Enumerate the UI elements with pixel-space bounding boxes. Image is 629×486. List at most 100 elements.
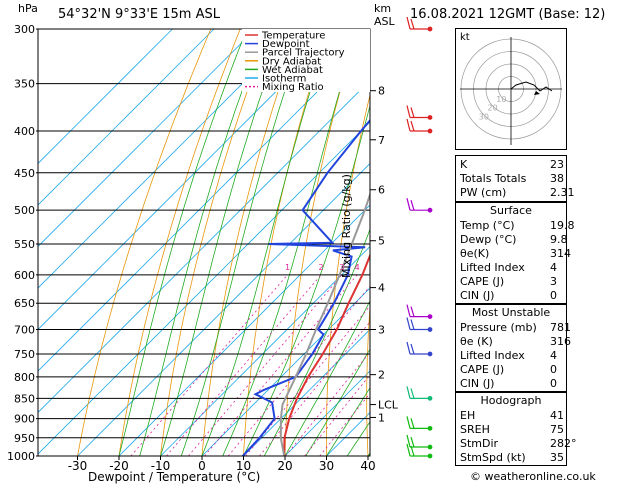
isotherm-line <box>160 245 370 456</box>
x-axis-title: Dewpoint / Temperature (°C) <box>88 470 261 484</box>
height-tick-label: 3 <box>378 324 385 337</box>
dry-adiabat-line <box>160 29 270 456</box>
isotherm-line <box>38 79 370 414</box>
pressure-tick-label: 550 <box>14 238 35 251</box>
surface-row: Temp (°C) 19.8 <box>460 219 575 232</box>
series-line-dewpoint <box>241 118 370 456</box>
legend-entry: Dry Adiabat <box>262 56 321 67</box>
legend-entry: Wet Adiabat <box>262 65 323 76</box>
pressure-tick-label: 400 <box>14 125 35 138</box>
isotherm-line <box>77 162 370 456</box>
most-unstable-title: Most Unstable <box>471 306 551 319</box>
mixing-ratio-line <box>319 392 370 456</box>
pressure-tick-label: 600 <box>14 269 35 282</box>
mixing-ratio-line <box>130 274 288 456</box>
mixing-ratio-line <box>227 285 370 456</box>
valid-datetime: 16.08.2021 12GMT (Base: 12) <box>410 7 606 22</box>
legend-entry: Dewpoint <box>262 39 310 50</box>
hpa-unit-label: hPa <box>18 2 38 15</box>
hodograph-unit-label: kt <box>460 32 470 43</box>
pressure-tick-label: 850 <box>14 392 35 405</box>
height-tick-label: 8 <box>378 85 385 98</box>
hodograph-panel: kt 10 20 30 <box>455 28 567 150</box>
station-location: 54°32'N 9°33'E 15m ASL <box>58 7 220 22</box>
hodograph-indices-panel: Hodograph EH 41 SREH 75 StmDir 282° StmSpd … <box>455 392 577 466</box>
hodograph-ring-label: 20 <box>488 104 498 113</box>
legend-entry: Isotherm <box>262 74 306 85</box>
surface-row: CAPE (J) 3 <box>460 275 557 288</box>
height-tick-label: 7 <box>378 134 385 147</box>
height-tick-label: 4 <box>378 282 385 295</box>
indices-panel: K 23 Totals Totals 38 PW (cm) 2.31 <box>455 155 575 202</box>
hodograph-ring-label: 30 <box>479 112 489 121</box>
mixing-ratio-label: 10 <box>404 263 414 272</box>
copyright-text: © weatheronline.co.uk <box>470 470 596 483</box>
dry-adiabat-line <box>366 301 370 456</box>
pressure-tick-label: 1000 <box>7 450 35 463</box>
series-line-parcel-trajectory <box>279 191 370 456</box>
wind-barb <box>406 105 433 120</box>
pressure-tick-label: 700 <box>14 324 35 337</box>
mixing-ratio-label: 2 <box>319 263 324 272</box>
isotherm-line <box>201 287 370 456</box>
wet-adiabat-line <box>305 348 370 456</box>
mixing-ratio-line <box>188 274 343 456</box>
index-row-k: K 23 <box>460 158 564 171</box>
temperature-tick-label: 20 <box>277 459 292 473</box>
isotherm-line <box>284 370 370 456</box>
plot-frame <box>37 28 371 457</box>
hodograph-trace <box>510 81 553 92</box>
height-tick-label: 5 <box>378 235 385 248</box>
wind-barb <box>406 16 433 32</box>
wind-barb <box>406 386 433 401</box>
legend-background <box>242 29 370 92</box>
mixing-ratio-label: 4 <box>355 263 360 272</box>
hodo-row: StmSpd (kt) 35 <box>460 451 564 464</box>
height-tick-label: LCL <box>378 399 399 412</box>
wind-barb <box>406 341 433 357</box>
wind-barb <box>406 317 433 332</box>
mixing-ratio-label: 8 <box>393 263 398 272</box>
mixing-ratio-line <box>285 351 370 456</box>
asl-unit-label: ASL <box>374 15 395 28</box>
storm-motion-arrow <box>534 91 540 95</box>
pressure-tick-label: 500 <box>14 204 35 217</box>
temperature-tick-label: -20 <box>109 459 129 473</box>
height-tick-label: 6 <box>378 184 385 197</box>
pressure-tick-label: 900 <box>14 413 35 426</box>
temperature-tick-label: 0 <box>198 459 206 473</box>
hodograph-indices-title: Hodograph <box>480 394 542 407</box>
unstable-row: CIN (J) 0 <box>460 377 557 390</box>
unstable-row: θe (K) 316 <box>460 335 571 348</box>
unstable-row: CAPE (J) 0 <box>460 363 557 376</box>
dry-adiabat-line <box>617 29 629 456</box>
isotherm-line <box>38 29 173 165</box>
pressure-tick-label: 300 <box>14 23 35 36</box>
temperature-tick-label: 30 <box>319 459 334 473</box>
height-tick-label: 1 <box>378 411 385 424</box>
hodograph-ring-label: 10 <box>496 95 506 104</box>
pressure-tick-label: 800 <box>14 371 35 384</box>
wind-barb <box>406 434 433 450</box>
legend-entry: Mixing Ratio <box>262 82 324 93</box>
surface-panel: Surface Temp (°C) 19.8 Dewp (°C) 9.8 θe(K)… <box>455 202 575 304</box>
surface-row: Lifted Index 4 <box>460 261 557 274</box>
most-unstable-panel: Most Unstable Pressure (mb) 781 θe (K) 316… <box>455 304 571 392</box>
mixing-ratio-line <box>245 305 370 456</box>
km-unit-label: km <box>374 2 392 15</box>
surface-row: Dewp (°C) 9.8 <box>460 233 568 246</box>
index-row-pw: PW (cm) 2.31 <box>460 186 575 199</box>
mixing-ratio-label: 15 <box>428 263 438 272</box>
legend-entry: Temperature <box>261 31 325 42</box>
isotherm-line <box>38 29 256 248</box>
mixing-ratio-label: 3 <box>339 263 344 272</box>
mixing-ratio-line <box>259 321 370 456</box>
pressure-tick-label: 450 <box>14 167 35 180</box>
wind-barb <box>406 198 433 213</box>
pressure-tick-label: 750 <box>14 348 35 361</box>
temperature-tick-label: 10 <box>236 459 251 473</box>
surface-row: CIN (J) 0 <box>460 289 557 302</box>
temperature-tick-label: -10 <box>151 459 171 473</box>
